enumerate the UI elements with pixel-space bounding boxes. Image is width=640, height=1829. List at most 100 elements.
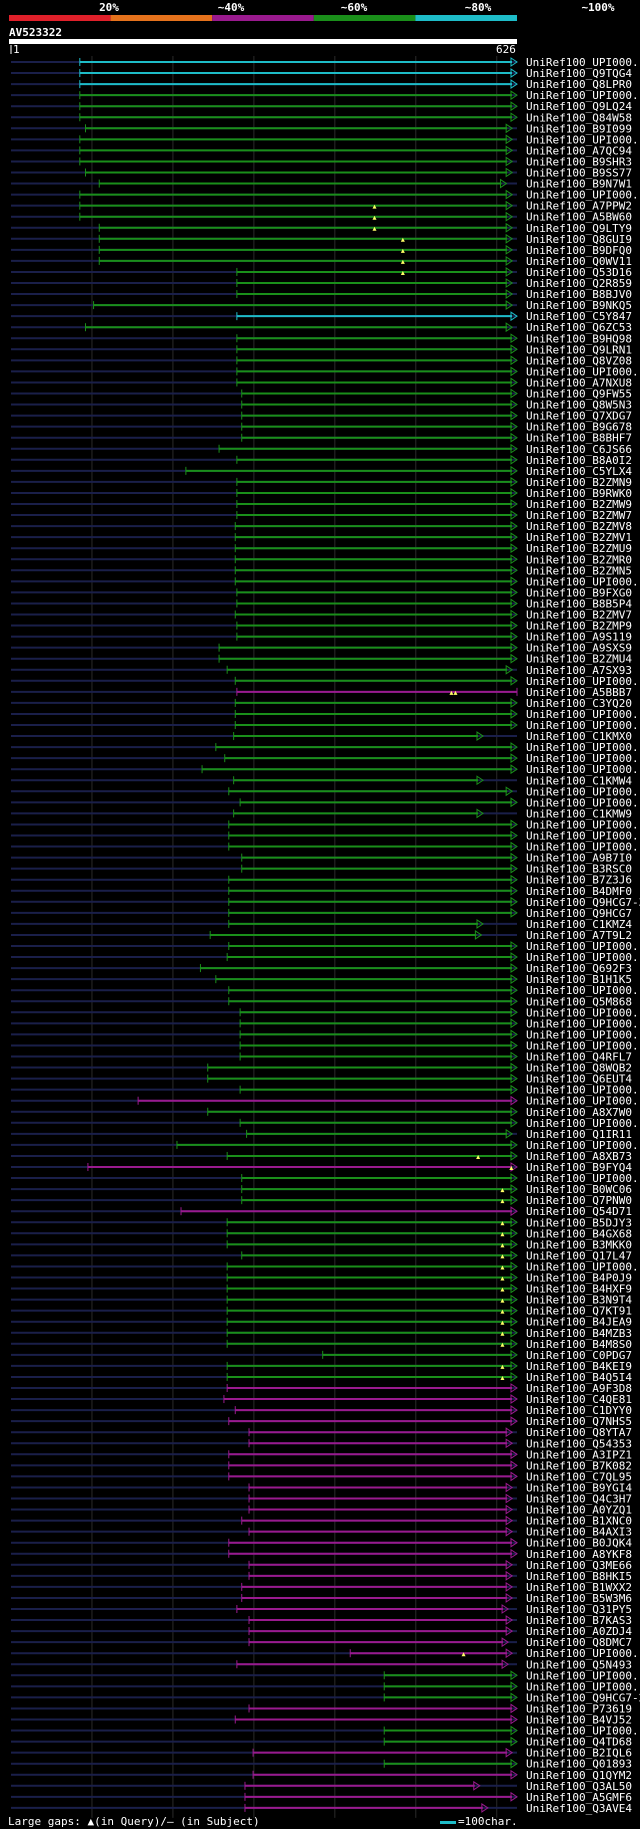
hit-name[interactable]: UniRef100_B9HQ98 — [526, 332, 632, 345]
hit-name[interactable]: UniRef100_B2ZMR0 — [526, 553, 632, 566]
hit-name[interactable]: UniRef100_B2ZMW7 — [526, 509, 632, 522]
hit-name[interactable]: UniRef100_C0PDG7 — [526, 1349, 632, 1362]
hit-name[interactable]: UniRef100_B0WC06 — [526, 1183, 632, 1196]
hit-name[interactable]: UniRef100_Q8VZ08 — [526, 354, 632, 367]
hit-name[interactable]: UniRef100_Q7NHS5 — [526, 1415, 632, 1428]
hit-name[interactable]: UniRef100_Q01893 — [526, 1758, 632, 1771]
hit-name[interactable]: UniRef100_A0YZQ1 — [526, 1504, 632, 1517]
hit-name[interactable]: UniRef100_C1KMW4 — [526, 774, 632, 787]
hit-name[interactable]: UniRef100_B5W3M6 — [526, 1592, 632, 1605]
hit-name[interactable]: UniRef100_Q9LRN1 — [526, 343, 632, 356]
hit-name[interactable]: UniRef100_A8YKF8 — [526, 1548, 632, 1561]
hit-name[interactable]: UniRef100_Q8WQB2 — [526, 1062, 632, 1075]
hit-name[interactable]: UniRef100_Q9LQ24 — [526, 100, 632, 113]
hit-name[interactable]: UniRef100_B2ZMN5 — [526, 564, 632, 577]
hit-name[interactable]: UniRef100_C1KMX0 — [526, 730, 632, 743]
hit-name[interactable]: UniRef100_Q9FW55 — [526, 388, 632, 401]
hit-name[interactable]: UniRef100_B7K082 — [526, 1459, 632, 1472]
hit-name[interactable]: UniRef100_B4P0J9 — [526, 1272, 632, 1285]
hit-name[interactable]: UniRef100_B3N9T4 — [526, 1294, 632, 1307]
hit-name[interactable]: UniRef100_C6JS66 — [526, 443, 632, 456]
hit-name[interactable]: UniRef100_Q7XDG7 — [526, 410, 632, 423]
hit-name[interactable]: UniRef100_C4QE81 — [526, 1393, 632, 1406]
hit-name[interactable]: UniRef100_C5YLX4 — [526, 465, 632, 478]
hit-name[interactable]: UniRef100_Q8YTA7 — [526, 1426, 632, 1439]
hit-name[interactable]: UniRef100_B4HXF9 — [526, 1283, 632, 1296]
hit-name[interactable]: UniRef100_B2ZMU4 — [526, 653, 632, 666]
hit-name[interactable]: UniRef100_Q9TQG4 — [526, 67, 632, 80]
hit-name[interactable]: UniRef100_UPI000... — [526, 56, 640, 69]
hit-name[interactable]: UniRef100_Q4C3H7 — [526, 1493, 632, 1506]
hit-name[interactable]: UniRef100_B9FYQ4 — [526, 1161, 632, 1174]
hit-name[interactable]: UniRef100_B4GX68 — [526, 1227, 632, 1240]
hit-name[interactable]: UniRef100_B2ZMW9 — [526, 498, 632, 511]
hit-name[interactable]: UniRef100_UPI000... — [526, 763, 640, 776]
hit-name[interactable]: UniRef100_B1XNC0 — [526, 1515, 632, 1528]
hit-name[interactable]: UniRef100_Q1QYM2 — [526, 1769, 632, 1782]
hit-name[interactable]: UniRef100_B9YGI4 — [526, 1481, 632, 1494]
hit-name[interactable]: UniRef100_Q4RFL7 — [526, 1051, 632, 1064]
hit-name[interactable]: UniRef100_C7QL95 — [526, 1470, 632, 1483]
hit-name[interactable]: UniRef100_C3YQ20 — [526, 697, 632, 710]
hit-name[interactable]: UniRef100_A5GMF6 — [526, 1791, 632, 1804]
hit-name[interactable]: UniRef100_UPI000... — [526, 830, 640, 843]
hit-name[interactable]: UniRef100_Q8LPR0 — [526, 78, 632, 91]
hit-name[interactable]: UniRef100_B2ZMV1 — [526, 531, 632, 544]
hit-name[interactable]: UniRef100_B8A0I2 — [526, 454, 632, 467]
hit-name[interactable]: UniRef100_UPI000... — [526, 1117, 640, 1130]
hit-name[interactable]: UniRef100_B9G678 — [526, 421, 632, 434]
hit-name[interactable]: UniRef100_B5DJY3 — [526, 1216, 632, 1229]
hit-name[interactable]: UniRef100_Q54D71 — [526, 1205, 632, 1218]
hit-name[interactable]: UniRef100_B4JEA9 — [526, 1316, 632, 1329]
hit-name[interactable]: UniRef100_A5BW60 — [526, 211, 632, 224]
hit-name[interactable]: UniRef100_Q8GUI9 — [526, 233, 632, 246]
hit-name[interactable]: UniRef100_B9FXG0 — [526, 586, 632, 599]
hit-name[interactable]: UniRef100_Q9LTY9 — [526, 222, 632, 235]
hit-name[interactable]: UniRef100_UPI000... — [526, 1647, 640, 1660]
hit-name[interactable]: UniRef100_A3IPZ1 — [526, 1448, 632, 1461]
hit-name[interactable]: UniRef100_B9NKQ5 — [526, 299, 632, 312]
hit-name[interactable]: UniRef100_UPI000... — [526, 1680, 640, 1693]
hit-name[interactable]: UniRef100_Q84W58 — [526, 111, 632, 124]
hit-name[interactable]: UniRef100_UPI000... — [526, 741, 640, 754]
hit-name[interactable]: UniRef100_A7NXU8 — [526, 376, 632, 389]
hit-name[interactable]: UniRef100_UPI000... — [526, 940, 640, 953]
hit-name[interactable]: UniRef100_B4KEI9 — [526, 1360, 632, 1373]
hit-name[interactable]: UniRef100_Q4TD68 — [526, 1736, 632, 1749]
hit-name[interactable]: UniRef100_B8HKI5 — [526, 1570, 632, 1583]
hit-name[interactable]: UniRef100_B3MKK0 — [526, 1238, 632, 1251]
hit-name[interactable]: UniRef100_B2IQL6 — [526, 1747, 632, 1760]
hit-name[interactable]: UniRef100_B8B5P4 — [526, 597, 632, 610]
hit-name[interactable]: UniRef100_UPI000... — [526, 752, 640, 765]
hit-name[interactable]: UniRef100_Q5N493 — [526, 1658, 632, 1671]
hit-name[interactable]: UniRef100_B0JQK4 — [526, 1537, 632, 1550]
hit-name[interactable]: UniRef100_UPI000... — [526, 951, 640, 964]
hit-name[interactable]: UniRef100_A8XB73 — [526, 1150, 632, 1163]
hit-name[interactable]: UniRef100_Q31PY5 — [526, 1603, 632, 1616]
hit-name[interactable]: UniRef100_Q7PNW0 — [526, 1194, 632, 1207]
hit-name[interactable]: UniRef100_UPI000... — [526, 575, 640, 588]
hit-name[interactable]: UniRef100_A5BBB7 — [526, 686, 632, 699]
hit-name[interactable]: UniRef100_UPI000... — [526, 1725, 640, 1738]
hit-name[interactable]: UniRef100_Q3AVE4 — [526, 1802, 632, 1815]
hit-name[interactable]: UniRef100_B9I099 — [526, 122, 632, 135]
hit-name[interactable]: UniRef100_B9SS77 — [526, 167, 632, 180]
hit-name[interactable]: UniRef100_Q5M868 — [526, 995, 632, 1008]
hit-name[interactable]: UniRef100_UPI000... — [526, 1172, 640, 1185]
hit-name[interactable]: UniRef100_Q0WV11 — [526, 255, 632, 268]
hit-name[interactable]: UniRef100_B9SHR3 — [526, 155, 632, 168]
hit-name[interactable]: UniRef100_UPI000... — [526, 189, 640, 202]
hit-name[interactable]: UniRef100_Q9HCG7-2 — [526, 1691, 640, 1704]
hit-name[interactable]: UniRef100_B9RWK0 — [526, 487, 632, 500]
hit-name[interactable]: UniRef100_B4M8S0 — [526, 1338, 632, 1351]
hit-name[interactable]: UniRef100_B8BHF7 — [526, 432, 632, 445]
hit-name[interactable]: UniRef100_A7T9L2 — [526, 929, 632, 942]
hit-name[interactable]: UniRef100_A7QC94 — [526, 144, 632, 157]
hit-name[interactable]: UniRef100_A9S119 — [526, 631, 632, 644]
hit-name[interactable]: UniRef100_B2ZMV7 — [526, 609, 632, 622]
hit-name[interactable]: UniRef100_Q3ME66 — [526, 1559, 632, 1572]
hit-name[interactable]: UniRef100_UPI000... — [526, 1260, 640, 1273]
hit-name[interactable]: UniRef100_B2ZMN9 — [526, 476, 632, 489]
hit-name[interactable]: UniRef100_Q7KT91 — [526, 1305, 632, 1318]
hit-name[interactable]: UniRef100_B8BJV0 — [526, 288, 632, 301]
